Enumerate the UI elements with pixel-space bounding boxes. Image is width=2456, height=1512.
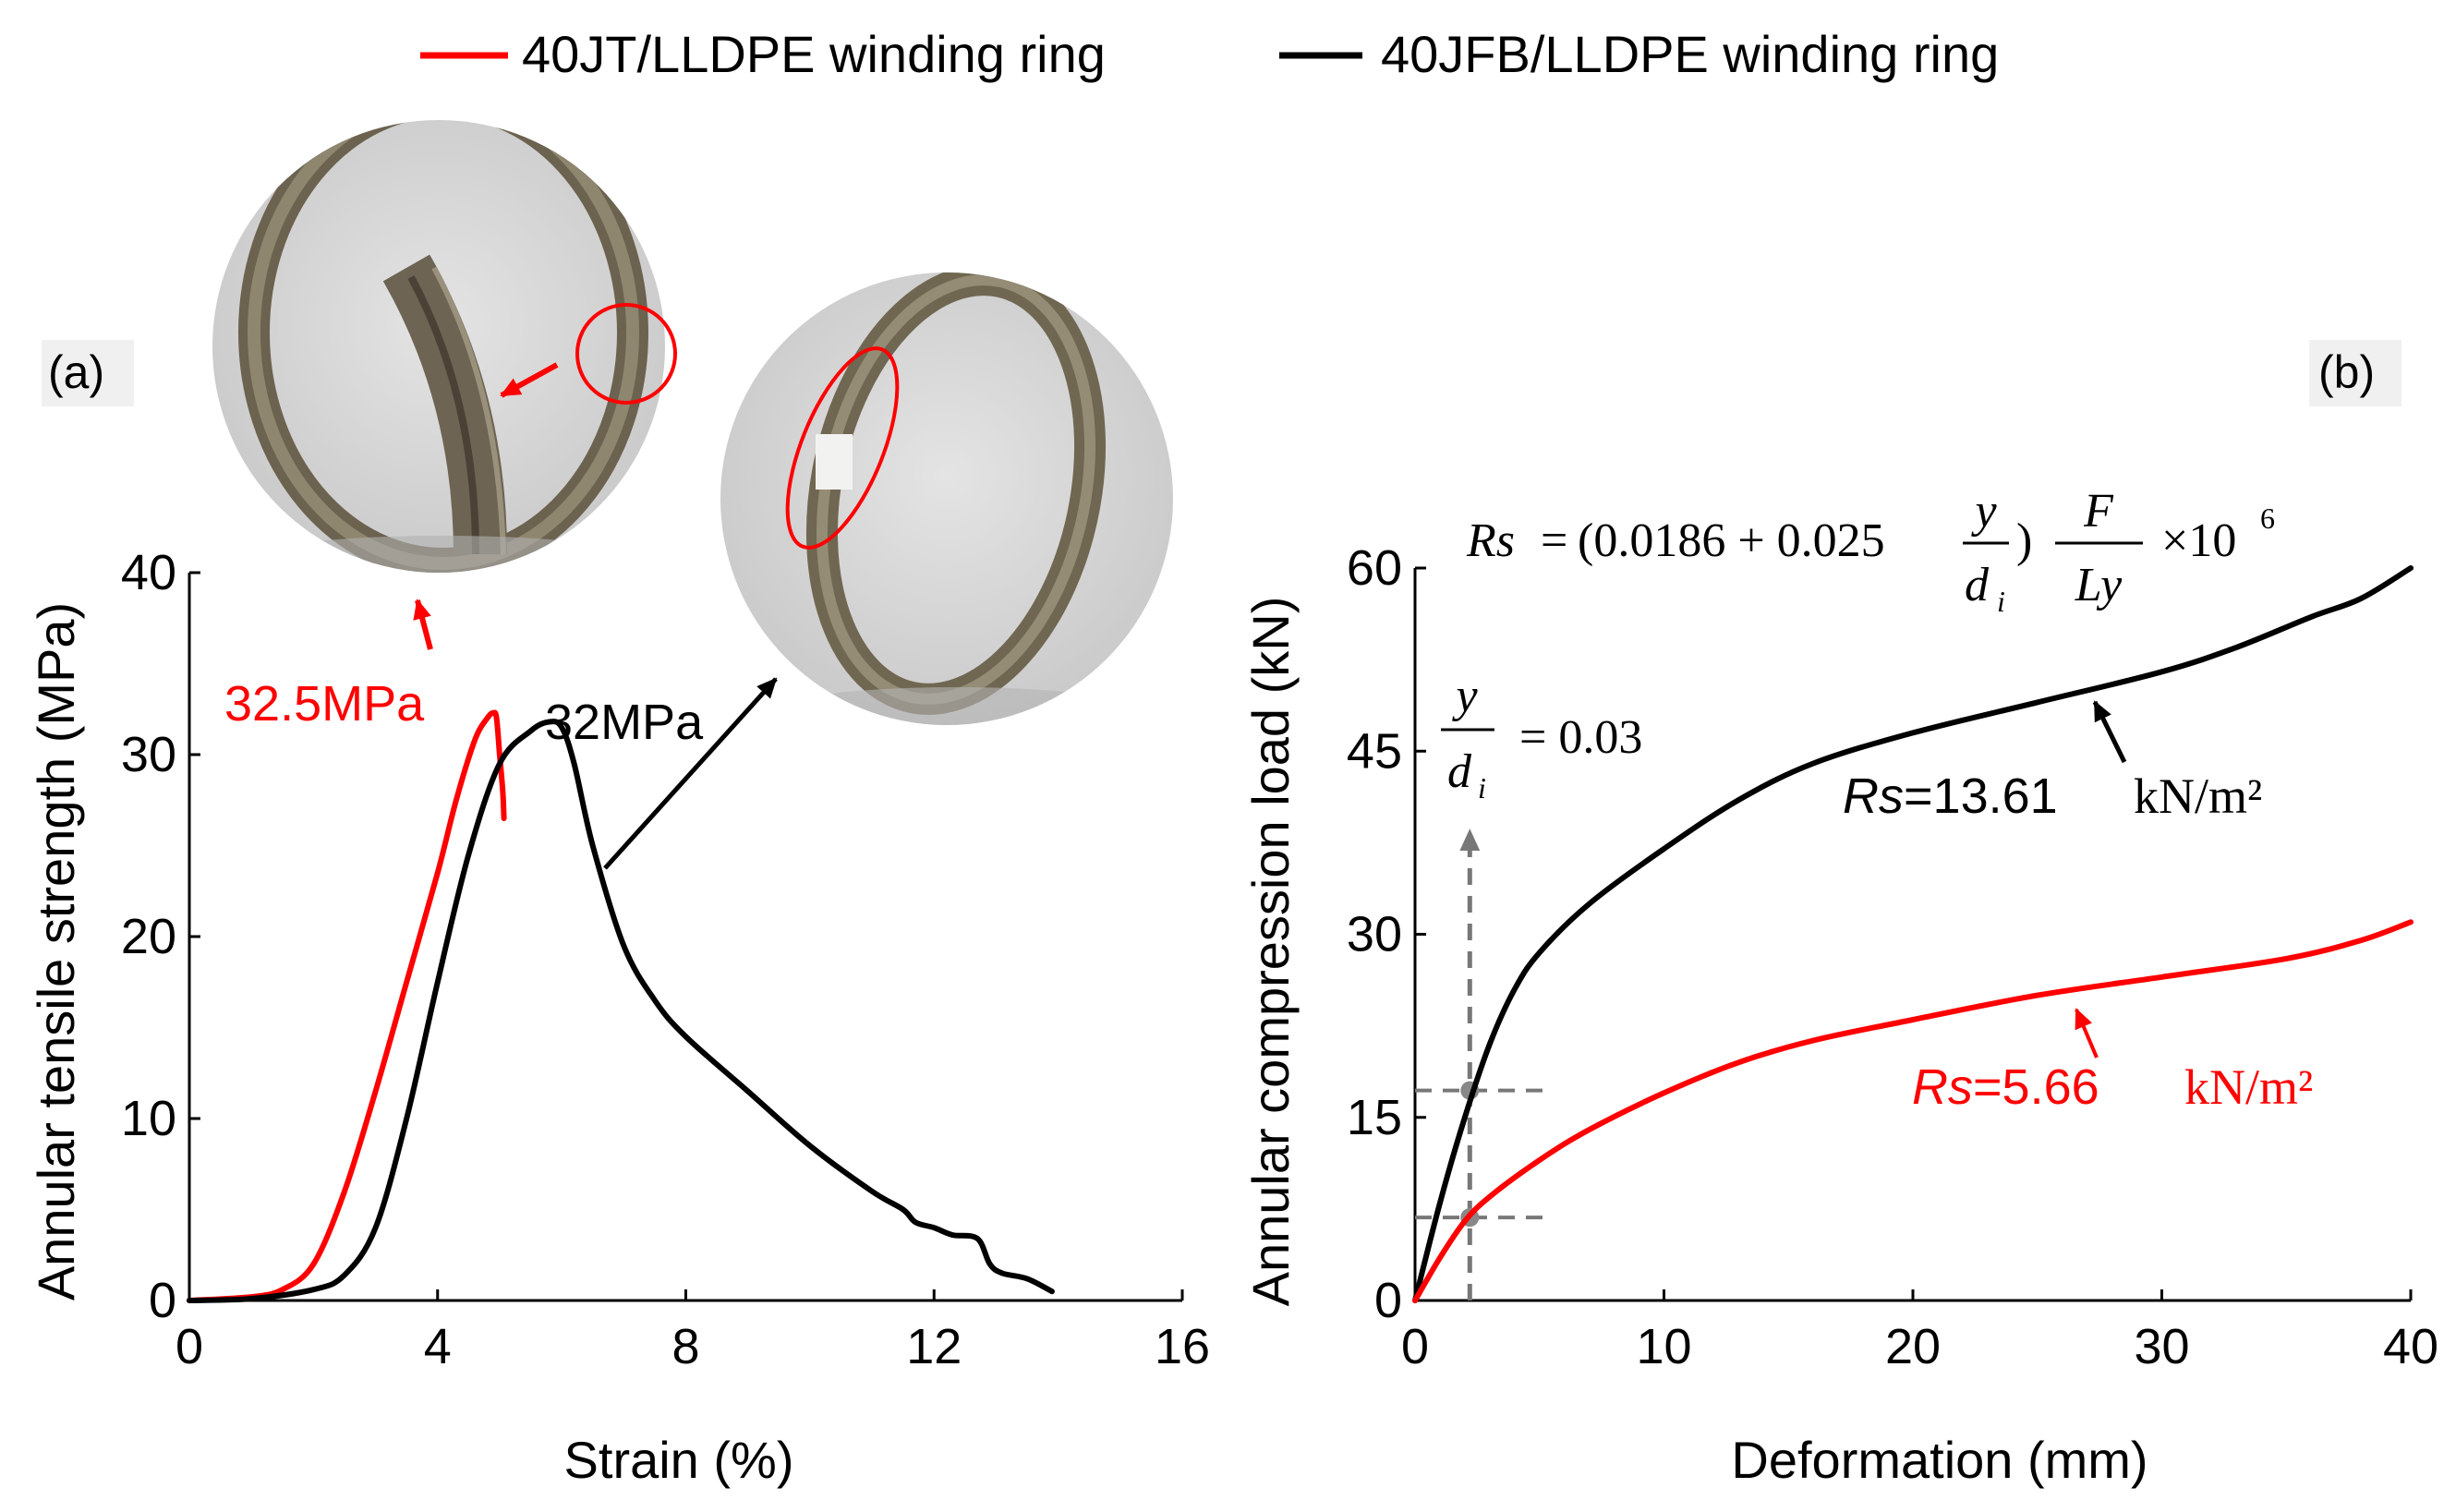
annotation-32-5mpa: 32.5MPa — [224, 676, 425, 732]
chart-b-xlabel: Deformation (mm) — [1731, 1431, 2147, 1489]
formula-close: ) — [2016, 514, 2032, 567]
panel-a-label: (a) — [48, 346, 104, 398]
rs-black-arrow — [2092, 700, 2127, 764]
ratio-label: y d i = 0.03 — [1441, 670, 1642, 804]
formula-den2: Ly — [2075, 559, 2123, 611]
formula-num: y — [1970, 485, 1997, 538]
svg-text:Rs=5.66: Rs=5.66 — [1912, 1059, 2099, 1115]
rs-black-unit: kN/m² — [2134, 768, 2262, 824]
legend-label-red: 40JT/LLDPE winding ring — [522, 25, 1106, 83]
chart-b-x-tick-label: 0 — [1401, 1319, 1429, 1374]
ratio-den: d — [1447, 745, 1472, 798]
chart-a-series — [187, 709, 1055, 1303]
panel-a-label-bg — [42, 340, 134, 406]
formula-den-sub: i — [1997, 585, 2005, 618]
chart-a-axes: 0 4 8 12 16 0 10 20 30 40 — [121, 545, 1210, 1374]
ratio-num: y — [1451, 670, 1478, 722]
chart-a-x-tick-label: 8 — [671, 1319, 699, 1374]
chart-b: 0 10 20 30 40 0 15 30 45 60 Deformation (mm) Annu… — [1241, 485, 2438, 1489]
formula-num2: F — [2083, 485, 2114, 538]
photo-pointer-arrow — [603, 677, 778, 870]
failure-mark-circle — [575, 303, 677, 405]
rs-red-value: =5.66 — [1973, 1059, 2099, 1115]
legend-label-black: 40JFB/LLDPE winding ring — [1381, 25, 1999, 83]
formula-eq: = — [1541, 514, 1567, 567]
chart-a-y-tick-label: 10 — [121, 1091, 176, 1146]
failure-arrow-red — [500, 362, 559, 398]
chart-b-x-tick-label: 30 — [2134, 1319, 2189, 1374]
annotation-32mpa: 32MPa — [545, 695, 704, 750]
chart-a-x-tick-label: 12 — [906, 1319, 962, 1374]
photo-ring-2 — [720, 272, 1173, 725]
chart-b-series-line-black — [1412, 565, 2414, 1303]
formula-times: ×10 — [2161, 514, 2236, 567]
rs-black-symbol: Rs — [1843, 768, 1904, 824]
rs-annotation-red: Rs=5.66 kN/m² — [1912, 1008, 2313, 1115]
chart-b-ylabel: Annular compression load (kN) — [1241, 597, 1300, 1307]
formula-lhs: Rs — [1466, 514, 1515, 567]
chart-b-series-line-red — [1412, 919, 2414, 1303]
rs-red-unit: kN/m² — [2184, 1059, 2313, 1115]
chart-b-y-tick-label: 30 — [1347, 907, 1402, 962]
formula-open: (0.0186 + 0.025 — [1578, 514, 1885, 567]
panel-b-label-bg — [2309, 340, 2402, 406]
ratio-den-sub: i — [1478, 771, 1486, 804]
chart-a-y-tick-label: 20 — [121, 909, 176, 964]
chart-b-y-tick-label: 45 — [1347, 723, 1402, 779]
rs-red-symbol: Rs — [1912, 1059, 1973, 1115]
chart-a-ylabel: Annular tensile strength (MPa) — [27, 602, 85, 1300]
chart-a: 0 4 8 12 16 0 10 20 30 40 Strain (%) Annular tens… — [27, 545, 1210, 1489]
chart-a-x-tick-label: 4 — [424, 1319, 452, 1374]
svg-text:Rs=13.61: Rs=13.61 — [1843, 768, 2058, 824]
rs-red-arrow — [2075, 1008, 2099, 1058]
failure-mark-ellipse — [785, 346, 900, 550]
chart-b-axes: 0 10 20 30 40 0 15 30 45 60 — [1347, 540, 2438, 1374]
chart-a-y-tick-label: 40 — [121, 545, 176, 600]
chart-a-y-tick-label: 0 — [149, 1273, 176, 1328]
formula-exp: 6 — [2260, 502, 2275, 535]
chart-b-x-tick-label: 20 — [1885, 1319, 1941, 1374]
legend: 40JT/LLDPE winding ring 40JFB/LLDPE wind… — [420, 25, 1999, 83]
chart-a-x-tick-label: 16 — [1155, 1319, 1210, 1374]
panel-b-label: (b) — [2318, 346, 2375, 398]
rs-black-value: =13.61 — [1904, 768, 2058, 824]
annotation-32-5mpa-arrow — [413, 599, 433, 650]
chart-a-xlabel: Strain (%) — [564, 1431, 794, 1489]
photo-ring-1 — [212, 120, 677, 573]
chart-b-x-tick-label: 10 — [1636, 1319, 1691, 1374]
chart-b-y-tick-label: 0 — [1374, 1273, 1402, 1328]
rs-annotation-black: Rs=13.61 kN/m² — [1843, 700, 2262, 824]
chart-a-series-line-red — [187, 709, 507, 1303]
formula: Rs = (0.0186 + 0.025 y d i ) F Ly ×10 6 — [1466, 485, 2275, 618]
formula-den: d — [1965, 559, 1990, 611]
chart-a-series-line-black — [187, 719, 1055, 1303]
ratio-rhs: = 0.03 — [1519, 711, 1642, 764]
chart-b-series — [1412, 565, 2414, 1303]
chart-b-y-tick-label: 15 — [1347, 1090, 1402, 1145]
chart-a-y-tick-label: 30 — [121, 727, 176, 782]
chart-a-x-tick-label: 0 — [175, 1319, 203, 1374]
chart-b-y-tick-label: 60 — [1347, 540, 1402, 596]
chart-b-x-tick-label: 40 — [2383, 1319, 2438, 1374]
